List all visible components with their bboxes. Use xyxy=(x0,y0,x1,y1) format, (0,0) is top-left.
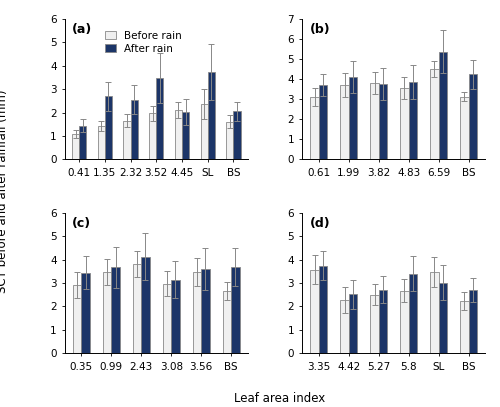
Bar xyxy=(72,134,79,160)
Bar xyxy=(378,83,387,160)
Bar xyxy=(468,74,477,160)
Bar xyxy=(234,112,240,160)
Bar xyxy=(310,269,319,353)
Bar xyxy=(460,301,468,353)
Text: SCT before and after rainfall (mm): SCT before and after rainfall (mm) xyxy=(0,90,9,293)
Bar xyxy=(349,77,357,160)
Bar xyxy=(226,122,234,160)
Bar xyxy=(430,69,438,160)
Bar xyxy=(340,300,349,353)
Text: (b): (b) xyxy=(310,23,330,36)
Bar xyxy=(231,267,239,353)
Bar xyxy=(133,264,141,353)
Bar xyxy=(430,272,438,353)
Bar xyxy=(370,83,378,160)
Bar xyxy=(193,272,201,353)
Bar xyxy=(175,110,182,160)
Bar xyxy=(468,290,477,353)
Bar xyxy=(149,113,156,160)
Legend: Before rain, After rain: Before rain, After rain xyxy=(103,28,184,56)
Bar xyxy=(182,112,189,160)
Bar xyxy=(124,121,130,160)
Bar xyxy=(201,269,209,353)
Bar xyxy=(408,274,417,353)
Bar xyxy=(171,280,179,353)
Text: (c): (c) xyxy=(72,217,92,230)
Bar xyxy=(103,272,112,353)
Text: (a): (a) xyxy=(72,23,92,36)
Bar xyxy=(400,88,408,160)
Bar xyxy=(112,267,120,353)
Bar xyxy=(156,78,164,160)
Bar xyxy=(73,285,82,353)
Bar xyxy=(222,291,231,353)
Bar xyxy=(340,85,349,160)
Bar xyxy=(378,290,387,353)
Bar xyxy=(319,265,327,353)
Bar xyxy=(400,291,408,353)
Text: (d): (d) xyxy=(310,217,330,230)
Bar xyxy=(310,97,319,160)
Bar xyxy=(142,257,150,353)
Bar xyxy=(319,85,327,160)
Bar xyxy=(163,284,171,353)
Bar xyxy=(438,282,447,353)
Bar xyxy=(79,125,86,160)
Bar xyxy=(408,82,417,160)
Bar xyxy=(105,96,112,160)
Bar xyxy=(82,273,90,353)
Bar xyxy=(98,126,105,160)
Bar xyxy=(200,104,207,160)
Bar xyxy=(349,294,357,353)
Bar xyxy=(130,100,138,160)
Bar xyxy=(460,97,468,160)
Bar xyxy=(370,295,378,353)
Bar xyxy=(208,72,215,160)
Bar xyxy=(438,52,447,160)
Text: Leaf area index: Leaf area index xyxy=(234,392,326,405)
